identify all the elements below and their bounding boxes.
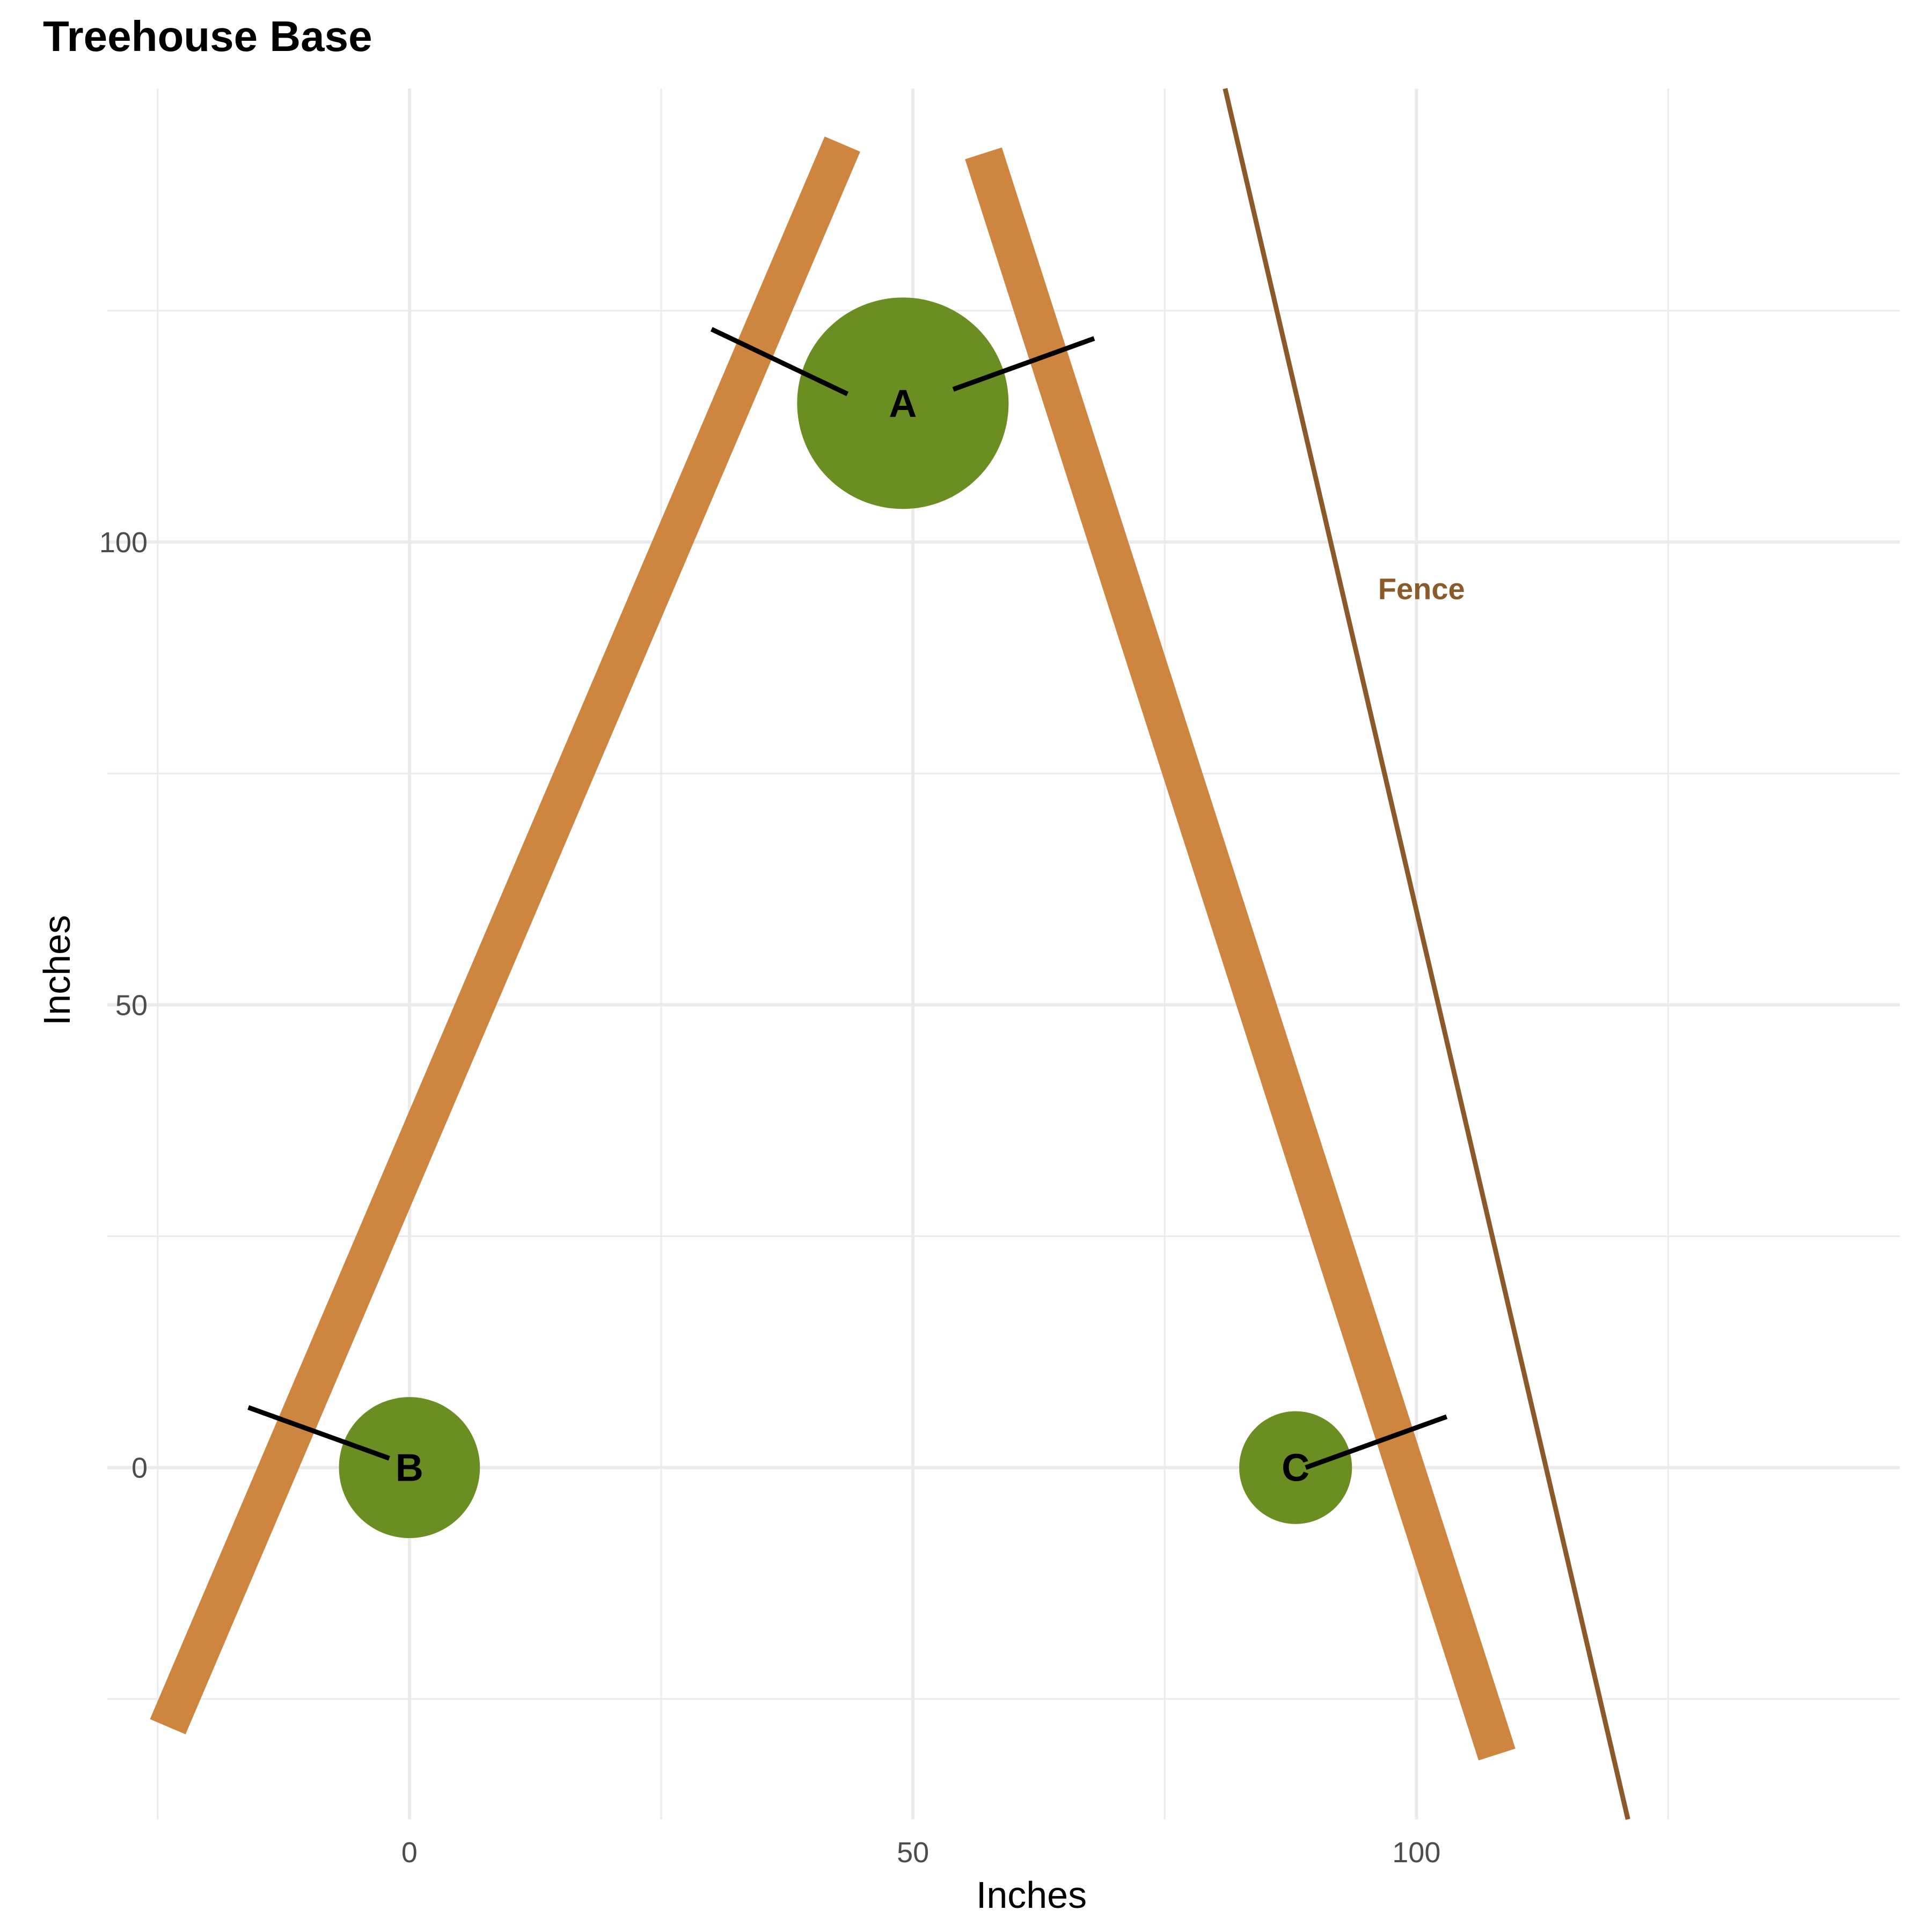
- bracket-2: [952, 336, 1095, 392]
- tree-a: [797, 297, 1009, 509]
- x-tick-label: 100: [1392, 1836, 1440, 1869]
- y-tick-label: 0: [131, 1452, 148, 1484]
- y-axis-label: Inches: [36, 915, 78, 1026]
- chart-title: Treehouse Base: [43, 12, 372, 60]
- tree-label-a: A: [889, 382, 917, 425]
- bracket-1: [710, 327, 849, 397]
- brackets: [247, 327, 1448, 1470]
- gridlines: [107, 89, 1900, 1819]
- x-axis-label: Inches: [976, 1874, 1087, 1916]
- tree-label-b: B: [396, 1447, 423, 1490]
- beam-1: [150, 136, 860, 1735]
- trees: [339, 297, 1352, 1539]
- fence-line: [1223, 87, 1630, 1820]
- tree-c: [1239, 1411, 1352, 1524]
- tick-labels: 0 50 100 0 50 100: [99, 526, 1440, 1869]
- beam-2: [965, 147, 1516, 1761]
- x-tick-label: 50: [897, 1836, 929, 1869]
- fence: [1223, 87, 1630, 1820]
- y-tick-label: 100: [99, 526, 148, 559]
- tree-labels: A B C: [396, 382, 1309, 1489]
- fence-label: Fence: [1378, 572, 1465, 605]
- tree-label-c: C: [1282, 1447, 1309, 1490]
- x-tick-label: 0: [401, 1836, 418, 1869]
- tree-b: [339, 1397, 480, 1539]
- y-tick-label: 50: [115, 989, 148, 1021]
- bracket-3: [247, 1405, 390, 1461]
- bracket-4: [1305, 1414, 1448, 1470]
- beams: [150, 136, 1516, 1761]
